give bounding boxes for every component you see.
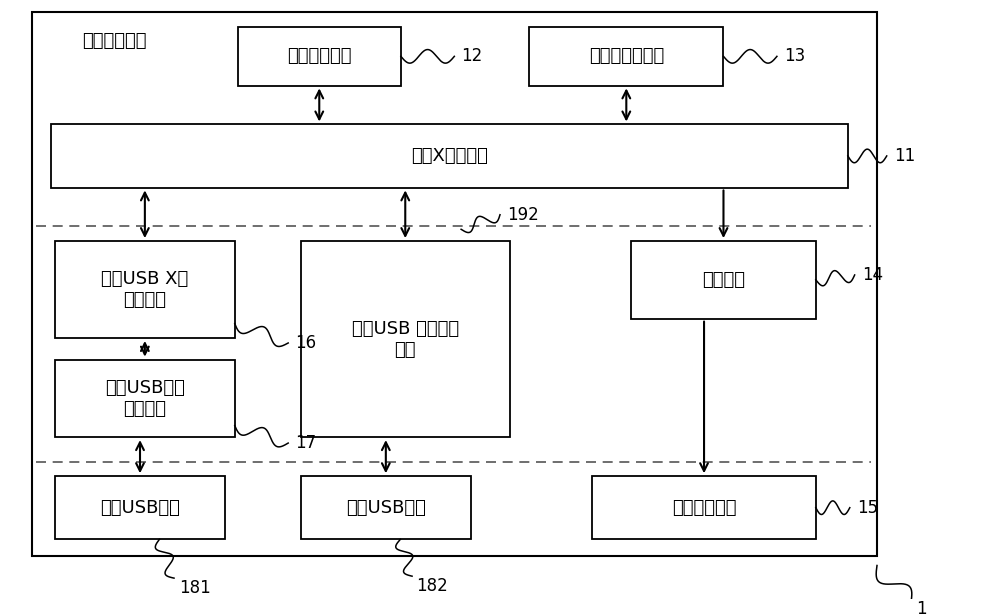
Text: 文件系统: 文件系统: [702, 271, 745, 289]
Bar: [55, 241, 235, 338]
Text: 15: 15: [858, 499, 879, 517]
Text: 16: 16: [295, 334, 316, 352]
Bar: [592, 476, 816, 539]
Text: 移动通讯装置: 移动通讯装置: [82, 32, 147, 50]
Text: 181: 181: [179, 579, 211, 597]
Text: 第一USB 存储驱动
模块: 第一USB 存储驱动 模块: [352, 320, 459, 359]
Bar: [238, 27, 401, 86]
Text: 14: 14: [862, 266, 884, 284]
Text: 17: 17: [295, 434, 316, 452]
Bar: [55, 360, 235, 437]
Text: 第一X类协议层: 第一X类协议层: [411, 147, 488, 165]
Text: 12: 12: [461, 47, 482, 65]
Bar: [51, 124, 848, 187]
Text: 第一存储单元: 第一存储单元: [672, 499, 736, 517]
Text: 13: 13: [784, 47, 805, 65]
Text: 第一应用程序: 第一应用程序: [287, 47, 352, 65]
Bar: [631, 241, 816, 318]
Bar: [301, 241, 510, 437]
Bar: [32, 12, 877, 556]
Text: 182: 182: [416, 577, 448, 595]
Text: 11: 11: [894, 147, 916, 165]
Text: 192: 192: [507, 206, 539, 224]
Text: 第一文件数据库: 第一文件数据库: [589, 47, 664, 65]
Text: 第一USB接口: 第一USB接口: [100, 499, 180, 517]
Bar: [529, 27, 723, 86]
Bar: [55, 476, 225, 539]
Bar: [301, 476, 471, 539]
Text: 第一USB通用
驱动模块: 第一USB通用 驱动模块: [105, 379, 185, 418]
Text: 第一USB X类
驱动模块: 第一USB X类 驱动模块: [101, 270, 188, 309]
Text: 第从USB接口: 第从USB接口: [346, 499, 426, 517]
Text: 1: 1: [916, 600, 926, 616]
